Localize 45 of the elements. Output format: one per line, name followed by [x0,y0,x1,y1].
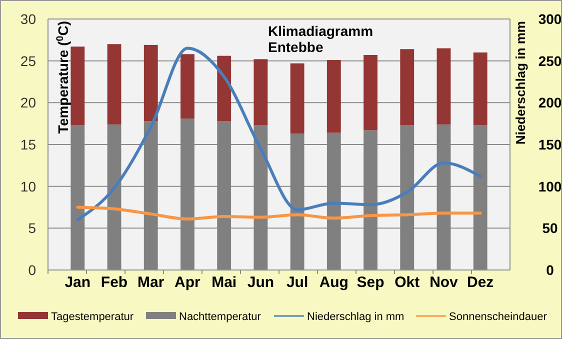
x-tick-label: Nov [430,274,459,291]
legend-label: Tagestemperatur [51,311,134,323]
x-tick-label: Feb [100,274,128,291]
y-tick-label: 0 [28,262,36,278]
x-tick-label: Sep [356,274,384,291]
bar [436,48,451,124]
bar [473,52,488,126]
y2-tick-label: 200 [538,94,562,111]
x-tick-label: Okt [394,274,420,291]
bar [217,56,232,122]
x-tick-label: Jan [64,274,91,291]
bar [70,46,85,126]
bar [400,49,414,126]
y2-tick-label: 250 [538,52,562,69]
x-tick-label: Mar [138,274,164,291]
x-tick-label: Aug [319,274,348,291]
bar [180,54,194,119]
x-tick-label: Apr [174,274,201,291]
bar [107,44,122,124]
y2-axis-title: Niederschlag in mm [513,21,528,145]
legend-label: Niederschlag in mm [307,311,404,323]
bar [144,44,158,122]
y2-tick-label: 50 [542,220,558,236]
y-tick-label: 20 [20,94,36,111]
y2-tick-label: 100 [538,178,562,194]
bar [254,59,268,126]
line-series [76,206,482,220]
y2-tick-label: 300 [538,11,562,27]
x-tick-label: Jun [247,274,274,291]
bar [290,63,304,134]
y-tick-label: 30 [20,11,36,27]
y-tick-label: 15 [20,136,36,152]
y2-tick-label: 150 [538,136,562,152]
x-tick-label: Mai [212,274,237,291]
y-tick-label: 10 [20,178,36,194]
legend-label: Nachttemperatur [179,311,262,323]
x-tick-label: Dez [467,274,494,291]
bar [364,54,378,130]
text: Klimadiagramm Entebbe [268,23,374,55]
bar [326,60,341,133]
legend-label: Sonnenscheindauer [449,311,548,323]
y-tick-label: 25 [20,52,36,69]
y-tick-label: 5 [28,220,36,236]
x-tick-label: Jul [286,274,308,291]
y2-tick-label: 0 [546,262,554,278]
